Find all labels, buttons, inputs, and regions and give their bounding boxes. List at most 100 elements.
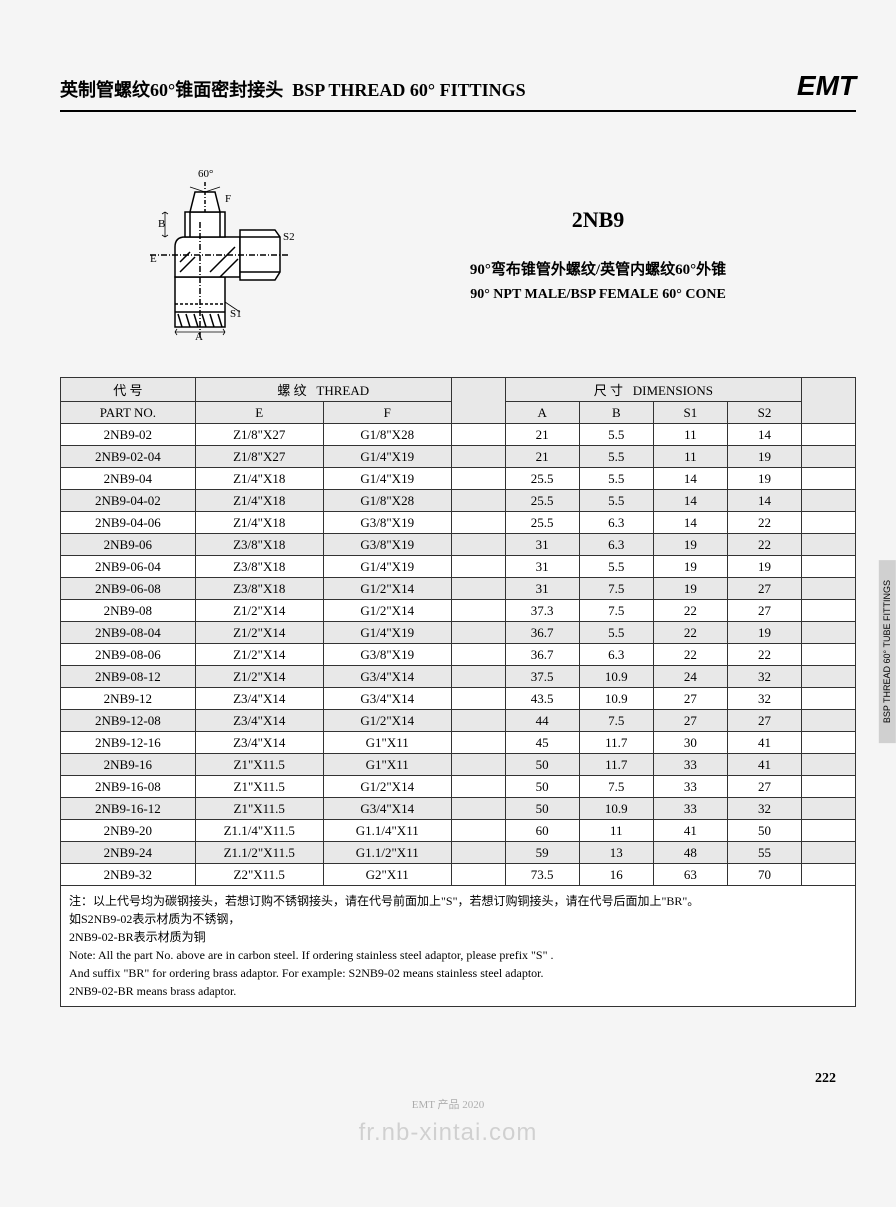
table-cell: 2NB9-08	[61, 600, 196, 622]
table-row: 2NB9-04-06Z1/4"X18G3/8"X1925.56.31422	[61, 512, 856, 534]
table-cell: Z3/8"X18	[195, 556, 323, 578]
table-cell: 7.5	[579, 776, 653, 798]
table-row: 2NB9-24Z1.1/2"X11.5G1.1/2"X1159134855	[61, 842, 856, 864]
table-cell: 24	[653, 666, 727, 688]
table-cell	[451, 600, 505, 622]
table-cell: 5.5	[579, 490, 653, 512]
header-title: 英制管螺纹60°锥面密封接头 BSP THREAD 60° FITTINGS	[60, 76, 526, 102]
table-cell: Z1/4"X18	[195, 468, 323, 490]
table-cell: Z1/2"X14	[195, 666, 323, 688]
footer-text: EMT 产品 2020	[412, 1096, 485, 1112]
table-cell: 11	[653, 424, 727, 446]
table-cell: 45	[505, 732, 579, 754]
table-cell: 2NB9-16-08	[61, 776, 196, 798]
table-cell: 33	[653, 754, 727, 776]
table-cell: 7.5	[579, 578, 653, 600]
table-cell: G1/2"X14	[323, 600, 451, 622]
table-cell: 5.5	[579, 556, 653, 578]
table-row: 2NB9-06-08Z3/8"X18G1/2"X14317.51927	[61, 578, 856, 600]
table-cell: Z1/2"X14	[195, 644, 323, 666]
table-cell	[451, 578, 505, 600]
table-cell: G1/4"X19	[323, 468, 451, 490]
label-a: A	[195, 331, 203, 342]
table-cell: 19	[727, 468, 801, 490]
table-cell: G1"X11	[323, 732, 451, 754]
table-cell: G1/4"X19	[323, 622, 451, 644]
table-cell: 27	[727, 776, 801, 798]
table-cell	[451, 864, 505, 886]
table-row: 2NB9-06-04Z3/8"X18G1/4"X19315.51919	[61, 556, 856, 578]
table-cell: G1/4"X19	[323, 556, 451, 578]
table-row: 2NB9-08-06Z1/2"X14G3/8"X1936.76.32222	[61, 644, 856, 666]
table-cell: 50	[505, 776, 579, 798]
table-row: 2NB9-32Z2"X11.5G2"X1173.5166370	[61, 864, 856, 886]
th-s2: S2	[727, 402, 801, 424]
table-cell: 5.5	[579, 468, 653, 490]
table-cell	[451, 512, 505, 534]
table-cell: G3/4"X14	[323, 688, 451, 710]
th-s1: S1	[653, 402, 727, 424]
table-cell: G3/8"X19	[323, 644, 451, 666]
table-cell	[451, 644, 505, 666]
table-cell: 6.3	[579, 644, 653, 666]
table-cell: 2NB9-12	[61, 688, 196, 710]
table-cell: 2NB9-06	[61, 534, 196, 556]
table-cell: Z1.1/2"X11.5	[195, 842, 323, 864]
table-cell: 14	[653, 468, 727, 490]
technical-diagram: 60° F B E A S1 S2	[80, 162, 340, 347]
table-cell	[451, 842, 505, 864]
table-cell: 10.9	[579, 798, 653, 820]
table-cell: G1/4"X19	[323, 446, 451, 468]
table-cell: 2NB9-24	[61, 842, 196, 864]
table-cell: 37.5	[505, 666, 579, 688]
table-cell: 50	[727, 820, 801, 842]
table-cell	[451, 710, 505, 732]
table-cell: 37.3	[505, 600, 579, 622]
table-cell: 19	[653, 556, 727, 578]
table-cell: 70	[727, 864, 801, 886]
table-cell	[802, 644, 856, 666]
table-cell: G1/2"X14	[323, 776, 451, 798]
table-cell: 2NB9-04-06	[61, 512, 196, 534]
table-cell	[802, 622, 856, 644]
table-cell: 16	[579, 864, 653, 886]
table-cell: G1/8"X28	[323, 490, 451, 512]
table-cell: Z1/8"X27	[195, 424, 323, 446]
table-cell	[802, 446, 856, 468]
table-cell: 31	[505, 556, 579, 578]
label-e: E	[150, 253, 157, 265]
table-row: 2NB9-02-04Z1/8"X27G1/4"X19215.51119	[61, 446, 856, 468]
table-cell: G3/4"X14	[323, 666, 451, 688]
table-cell: 2NB9-08-04	[61, 622, 196, 644]
th-part-en: PART NO.	[61, 402, 196, 424]
table-cell	[451, 732, 505, 754]
product-code: 2NB9	[340, 207, 856, 233]
table-row: 2NB9-20Z1.1/4"X11.5G1.1/4"X1160114150	[61, 820, 856, 842]
side-tab: BSP THREAD 60° TUBE FITTINGS	[879, 560, 896, 743]
th-b: B	[579, 402, 653, 424]
table-cell: 59	[505, 842, 579, 864]
table-cell: 2NB9-08-06	[61, 644, 196, 666]
table-cell: Z1/2"X14	[195, 622, 323, 644]
table-cell: 14	[727, 490, 801, 512]
top-section: 60° F B E A S1 S2 2NB9 90°弯布锥管外螺纹/英管内螺纹6…	[60, 162, 856, 347]
table-cell	[451, 490, 505, 512]
table-cell: 13	[579, 842, 653, 864]
table-cell: 21	[505, 424, 579, 446]
table-cell: 31	[505, 534, 579, 556]
table-cell: 2NB9-02-04	[61, 446, 196, 468]
table-cell: 7.5	[579, 600, 653, 622]
table-cell: 21	[505, 446, 579, 468]
table-cell: G1.1/4"X11	[323, 820, 451, 842]
table-cell: 27	[727, 600, 801, 622]
table-cell: 2NB9-04	[61, 468, 196, 490]
table-cell: 27	[653, 710, 727, 732]
table-cell: G2"X11	[323, 864, 451, 886]
table-cell	[802, 600, 856, 622]
table-cell	[451, 798, 505, 820]
table-cell: 48	[653, 842, 727, 864]
table-cell	[451, 688, 505, 710]
label-angle: 60°	[198, 168, 213, 180]
page-header: 英制管螺纹60°锥面密封接头 BSP THREAD 60° FITTINGS E…	[60, 70, 856, 112]
table-cell: 19	[653, 534, 727, 556]
